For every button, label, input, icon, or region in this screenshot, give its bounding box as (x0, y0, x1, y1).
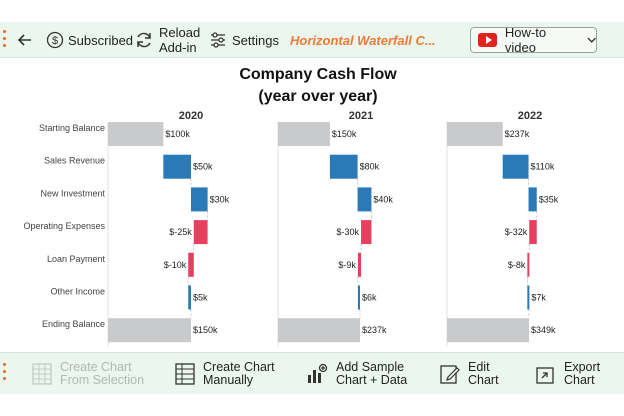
waterfall-bar (278, 318, 360, 343)
svg-text:$: $ (52, 35, 58, 47)
waterfall-bar (188, 252, 194, 277)
data-label: $40k (373, 194, 393, 204)
create-from-selection-button[interactable]: Create Chart From Selection (32, 353, 144, 395)
sliders-icon (211, 32, 225, 48)
chart-subtitle: (year over year) (258, 88, 377, 105)
waterfall-bar (527, 252, 530, 277)
data-label: $100k (165, 129, 190, 139)
waterfall-chart: Company Cash Flow (year over year) Startin… (23, 66, 559, 347)
reload-addin-button[interactable]: Reload Add-in (134, 22, 200, 58)
waterfall-bar (329, 154, 358, 179)
youtube-icon (478, 33, 497, 47)
waterfall-bar (357, 187, 372, 212)
chart-title: Company Cash Flow (239, 66, 397, 83)
category-label: Sales Revenue (44, 156, 105, 166)
addin-toolbar: $ Subscribed Reload Add-in Settings Hori… (0, 22, 624, 58)
data-label: $110k (531, 162, 555, 172)
data-label: $80k (360, 162, 380, 172)
data-label: $237k (362, 325, 387, 335)
category-label: Other Income (50, 287, 105, 297)
dollar-circle-icon: $ (46, 31, 64, 49)
back-button[interactable] (16, 22, 34, 58)
add-sample-button[interactable]: Add Sample Chart + Data (306, 353, 407, 395)
grip-handle[interactable] (3, 30, 7, 50)
create-from-selection-label: Create Chart From Selection (60, 360, 145, 387)
chevron-down-icon (587, 37, 596, 43)
addin-title: Horizontal Waterfall C... (290, 22, 436, 58)
data-label: $5k (193, 293, 208, 303)
data-label: $-8k (508, 260, 526, 270)
subscribed-button[interactable]: $ Subscribed (46, 22, 133, 58)
back-arrow-icon (17, 34, 31, 46)
settings-label: Settings (232, 32, 279, 48)
data-label: $30k (210, 194, 230, 204)
table-grid-icon (32, 363, 52, 385)
data-label: $150k (193, 325, 218, 335)
reload-label: Reload Add-in (159, 25, 201, 55)
panel-year-label: 2021 (349, 110, 373, 122)
subscribed-label: Subscribed (68, 32, 134, 48)
data-label: $50k (193, 162, 213, 172)
addin-title-text: Horizontal Waterfall C... (290, 32, 436, 48)
export-chart-button[interactable]: Export Chart (536, 353, 600, 395)
bottom-grip-handle[interactable] (3, 363, 7, 383)
table-edit-icon (175, 363, 195, 385)
settings-button[interactable]: Settings (209, 22, 279, 58)
edit-chart-button[interactable]: Edit Chart (440, 353, 499, 395)
category-label: Operating Expenses (23, 221, 105, 231)
waterfall-bar (193, 220, 208, 245)
data-label: $-9k (338, 260, 356, 270)
waterfall-bar (108, 122, 164, 146)
data-label: $7k (531, 293, 546, 303)
waterfall-bar (447, 318, 529, 343)
data-label: $-10k (164, 260, 187, 270)
data-label: $6k (362, 293, 377, 303)
sample-chart-icon (308, 363, 328, 383)
waterfall-bar (447, 122, 503, 146)
waterfall-bar (278, 122, 330, 146)
waterfall-bar (502, 154, 529, 179)
panel-year-label: 2022 (518, 110, 542, 122)
panel-year-label: 2020 (179, 110, 203, 122)
create-manually-label: Create Chart Manually (203, 360, 275, 387)
data-label: $35k (539, 194, 559, 204)
waterfall-bar (191, 187, 208, 212)
waterfall-bar (108, 318, 191, 343)
data-label: $-30k (337, 227, 360, 237)
edit-chart-label: Edit Chart (468, 360, 499, 387)
waterfall-bar (529, 220, 537, 245)
waterfall-bar (361, 220, 372, 245)
waterfall-bar (357, 252, 362, 277)
data-label: $237k (505, 129, 530, 139)
add-sample-label: Add Sample Chart + Data (336, 360, 408, 387)
waterfall-bar (528, 187, 537, 212)
create-manually-button[interactable]: Create Chart Manually (175, 353, 275, 395)
export-chart-label: Export Chart (564, 360, 601, 387)
edit-pencil-icon (440, 365, 460, 384)
category-label: New Investment (40, 188, 105, 198)
waterfall-bar (163, 154, 191, 179)
export-icon (536, 367, 554, 384)
category-label: Loan Payment (47, 254, 106, 264)
howto-label: How-to video (504, 25, 547, 55)
lower-blank-area (0, 394, 624, 416)
data-label: $150k (332, 129, 357, 139)
category-label: Ending Balance (42, 319, 105, 329)
data-label: $-32k (505, 227, 528, 237)
reload-icon (137, 32, 151, 48)
bottom-toolbar: Create Chart From Selection Create Chart… (0, 352, 624, 394)
waterfall-bar (357, 285, 360, 310)
data-label: $-25k (169, 227, 192, 237)
category-label: Starting Balance (39, 123, 105, 133)
howto-video-dropdown[interactable]: How-to video (470, 25, 597, 55)
data-label: $349k (531, 325, 556, 335)
waterfall-bar (188, 285, 191, 310)
waterfall-bar (527, 285, 530, 310)
chart-area: Company Cash Flow (year over year) Startin… (0, 59, 624, 352)
